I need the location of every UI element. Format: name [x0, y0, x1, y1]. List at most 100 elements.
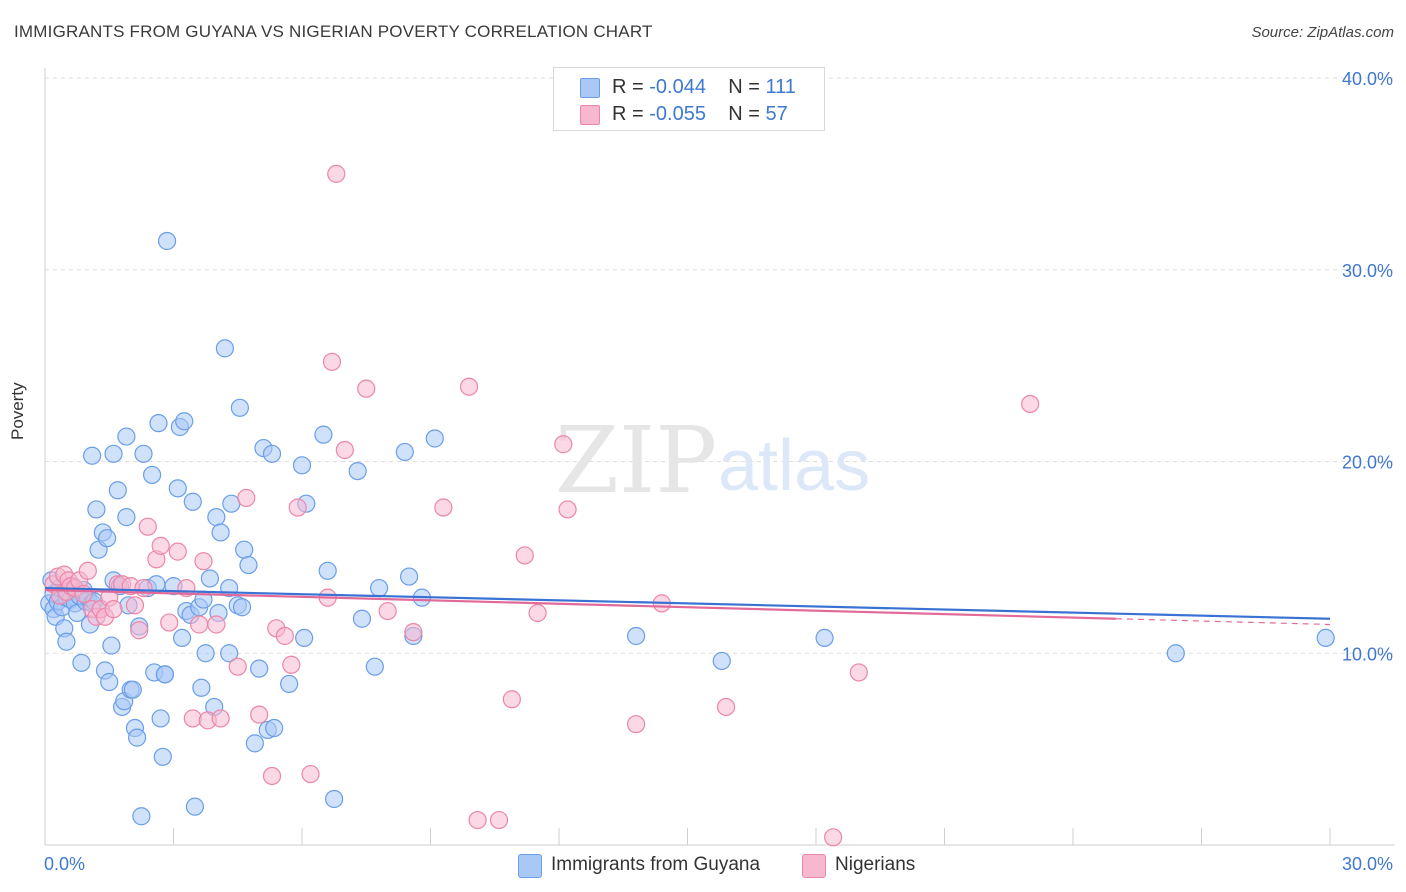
r-value: -0.044	[649, 76, 706, 98]
guyana-point	[172, 628, 192, 648]
guyana-point	[200, 569, 220, 588]
legend-label-guyana: Immigrants from Guyana	[551, 854, 761, 875]
guyana-point	[127, 728, 147, 747]
guyana-point	[196, 644, 215, 663]
guyana-point	[230, 398, 249, 417]
x-tick-label: 0.0%	[44, 854, 85, 874]
nigerian-trend-extension	[1115, 618, 1331, 626]
guyana-point	[245, 734, 264, 753]
guyana-point	[235, 540, 254, 559]
nigerian-point	[502, 690, 521, 709]
nigerian-point	[183, 709, 202, 728]
guyana-point	[318, 561, 337, 580]
nigerian-point	[168, 542, 187, 561]
nigerian-point	[357, 379, 376, 398]
guyana-point	[250, 659, 269, 678]
nigerian-point	[528, 603, 547, 623]
y-tick-label: 20.0%	[1342, 453, 1393, 473]
guyana-point	[175, 412, 194, 431]
guyana-point	[100, 672, 119, 692]
legend-swatch-nigerians	[580, 105, 600, 125]
guyana-trend-line	[44, 586, 1331, 620]
nigerian-point	[849, 663, 868, 682]
nigerian-point	[335, 440, 354, 460]
nigerian-point	[301, 764, 320, 784]
legend-stats-nigerians: R = -0.055 N = 57	[612, 103, 788, 126]
nigerian-point	[288, 498, 307, 517]
guyana-point	[117, 508, 136, 527]
guyana-point	[280, 674, 299, 694]
guyana-point	[262, 444, 282, 463]
guyana-point	[265, 718, 284, 738]
guyana-point	[87, 500, 106, 519]
guyana-point	[370, 578, 389, 598]
guyana-point	[153, 747, 172, 766]
axes	[44, 68, 1395, 846]
nigerian-point	[824, 828, 843, 847]
nigerian-point	[78, 561, 97, 580]
guyana-point	[104, 444, 123, 463]
guyana-point	[142, 465, 162, 485]
guyana-point	[132, 807, 151, 826]
source-credit: Source: ZipAtlas.com	[1251, 24, 1394, 41]
nigerian-point	[489, 810, 509, 830]
correlation-legend: R = -0.044 N = 111 R = -0.055 N = 57	[553, 67, 825, 131]
n-label: N =	[728, 103, 760, 125]
guyana-point	[712, 651, 731, 671]
nigerian-point	[134, 578, 153, 598]
legend-swatch-nigerians	[802, 854, 826, 878]
n-value: 111	[765, 76, 796, 98]
nigerian-point	[125, 596, 145, 615]
nigerian-point	[626, 715, 646, 734]
legend-swatch-guyana	[518, 854, 542, 878]
guyana-point	[149, 414, 168, 433]
nigerian-point	[378, 601, 397, 621]
nigerian-point	[160, 613, 179, 632]
nigerian-point	[459, 377, 479, 396]
nigerian-point	[194, 552, 213, 571]
guyana-point	[348, 461, 367, 481]
guyana-point	[117, 427, 136, 446]
nigerian-point	[1021, 394, 1040, 414]
guyana-point	[220, 644, 239, 663]
nigerian-point	[716, 697, 736, 717]
guyana-point	[123, 680, 142, 699]
guyana-point	[314, 425, 333, 444]
guyana-point	[151, 709, 170, 728]
nigerian-point	[322, 352, 342, 371]
nigerian-trend-line	[44, 588, 1116, 620]
y-tick-label: 30.0%	[1342, 261, 1393, 281]
guyana-point	[292, 456, 312, 475]
guyana-point	[98, 529, 117, 548]
nigerian-point	[250, 705, 269, 724]
guyana-point	[211, 523, 230, 542]
guyana-point	[232, 598, 252, 617]
legend-stats-guyana: R = -0.044 N = 111	[612, 76, 796, 99]
guyana-point	[157, 231, 177, 251]
nigerian-point	[228, 657, 247, 676]
guyana-point	[108, 481, 127, 500]
guyana-point	[215, 339, 234, 358]
x-tick-label: 30.0%	[1342, 854, 1393, 874]
guyana-point	[239, 555, 258, 575]
r-label: R =	[612, 103, 644, 125]
nigerian-point	[151, 536, 170, 555]
legend-label-nigerians: Nigerians	[835, 854, 916, 875]
guyana-point	[168, 479, 187, 498]
nigerian-point	[515, 546, 534, 565]
guyana-point	[102, 636, 121, 655]
guyana-point	[72, 653, 91, 672]
nigerian-point	[275, 626, 294, 646]
guyana-point	[185, 797, 205, 816]
guyana-point	[83, 446, 102, 465]
guyana-point	[626, 626, 646, 646]
y-tick-label: 10.0%	[1342, 644, 1393, 664]
guyana-point	[399, 567, 419, 586]
tick-labels: 10.0% 20.0% 30.0% 40.0% 0.0% 30.0%	[44, 69, 1393, 874]
nigerian-point	[434, 498, 453, 517]
guyana-point	[57, 632, 76, 651]
r-label: R =	[612, 76, 644, 98]
guyana-point	[352, 609, 372, 628]
nigerian-point	[104, 600, 123, 619]
